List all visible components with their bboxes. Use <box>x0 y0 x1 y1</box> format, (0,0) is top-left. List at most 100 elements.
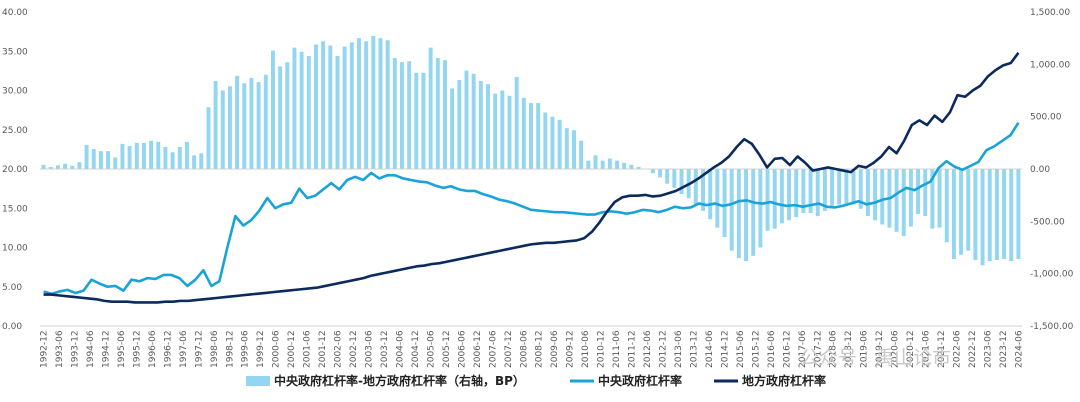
x-tick-label: 1998-12 <box>225 330 235 368</box>
bar-difference <box>557 119 562 169</box>
left-tick-label: 5.00 <box>2 283 22 293</box>
x-tick-label: 2020-12 <box>906 330 916 368</box>
bar-difference <box>837 169 842 205</box>
bar-difference <box>615 160 619 169</box>
left-tick-label: 0.00 <box>2 322 22 332</box>
bar-difference <box>579 140 584 169</box>
bar-difference <box>106 151 111 169</box>
x-tick-label: 2005-06 <box>426 330 436 368</box>
bar-difference <box>435 58 440 169</box>
bar-difference <box>916 169 921 215</box>
bar-difference <box>500 90 505 169</box>
bar-difference <box>464 70 469 169</box>
x-tick-label: 2013-12 <box>690 330 700 368</box>
x-tick-label: 2017-12 <box>813 330 823 368</box>
bar-difference <box>249 77 254 169</box>
bar-difference <box>278 66 283 169</box>
bar-difference <box>213 81 218 169</box>
x-tick-label: 2016-06 <box>767 330 777 368</box>
right-axis-ticks: -1,500.00 -1,000.00 -500.00 0.00 500.00 1,000… <box>1030 8 1074 332</box>
bar-difference <box>313 44 318 170</box>
line-series-group <box>43 52 1020 304</box>
bar-difference <box>48 166 53 169</box>
bar-difference <box>600 160 605 169</box>
x-tick-label: 2008-12 <box>535 330 545 368</box>
bar-difference <box>873 169 878 221</box>
bar-difference <box>787 169 792 221</box>
bar-difference <box>493 93 498 169</box>
bar-difference <box>908 169 913 227</box>
x-tick-label: 2011-12 <box>628 330 638 368</box>
bar-difference <box>1016 169 1021 260</box>
bar-difference <box>543 112 548 169</box>
x-tick-label: 2010-06 <box>581 330 591 368</box>
bar-difference <box>564 128 569 169</box>
x-tick-label: 1993-06 <box>55 330 65 368</box>
x-tick-label: 2023-12 <box>999 330 1009 368</box>
bar-difference <box>156 141 161 169</box>
bar-difference <box>414 72 419 169</box>
right-tick-label: -500.00 <box>1030 217 1065 227</box>
x-tick-label: 2003-12 <box>380 330 390 368</box>
x-tick-label: 1996-06 <box>148 330 158 368</box>
x-tick-label: 1999-06 <box>241 330 251 368</box>
bar-difference <box>242 83 247 169</box>
x-tick-label: 2000-06 <box>272 330 282 368</box>
x-tick-label: 2022-06 <box>953 330 963 368</box>
bar-difference <box>235 75 240 169</box>
left-axis-ticks: 0.00 5.00 10.00 15.00 20.00 25.00 30.00 35.00 40… <box>2 8 28 332</box>
bar-difference <box>149 140 154 169</box>
bar-series-difference <box>41 36 1021 266</box>
x-tick-label: 2021-12 <box>937 330 947 368</box>
x-tick-label: 2024-06 <box>1014 330 1024 368</box>
bar-difference <box>665 169 670 184</box>
bar-difference <box>880 169 885 225</box>
bar-difference <box>450 88 455 169</box>
x-tick-label: 1997-06 <box>179 330 189 368</box>
bar-difference <box>744 169 749 262</box>
chart-legend: 中央政府杠杆率-地方政府杠杆率（右轴，BP） 中央政府杠杆率 地方政府杠杆率 <box>246 373 826 388</box>
x-tick-label: 1998-06 <box>210 330 220 368</box>
bar-difference <box>765 169 770 231</box>
bar-difference <box>622 162 627 169</box>
bar-difference <box>514 76 519 169</box>
bar-difference <box>987 169 992 262</box>
x-tick-label: 2006-12 <box>473 330 483 368</box>
bar-difference <box>944 169 949 243</box>
bar-difference <box>177 147 182 169</box>
x-tick-label: 1999-12 <box>256 330 266 368</box>
x-axis-ticks: 1992-12 1993-06 1993-12 1994-06 1994-12 1995-… <box>40 330 1025 368</box>
x-tick-label: 2022-12 <box>968 330 978 368</box>
bar-difference <box>378 38 383 169</box>
bar-difference <box>141 142 146 169</box>
watermark-text: 公众号 · 禹山论市 <box>800 347 951 369</box>
legend-label-difference: 中央政府杠杆率-地方政府杠杆率（右轴，BP） <box>274 373 525 388</box>
x-tick-label: 2010-12 <box>597 330 607 368</box>
bar-difference <box>227 86 232 169</box>
bar-difference <box>1009 169 1014 262</box>
bar-difference <box>693 169 698 205</box>
x-tick-label: 2011-06 <box>612 330 622 368</box>
bar-difference <box>736 169 741 258</box>
bar-difference <box>815 169 820 217</box>
bar-difference <box>894 169 899 232</box>
bar-difference <box>937 169 942 228</box>
bar-difference <box>421 72 426 169</box>
x-tick-label: 1996-12 <box>163 330 173 368</box>
x-tick-label: 2019-12 <box>875 330 885 368</box>
x-tick-label: 2023-06 <box>984 330 994 368</box>
bar-difference <box>349 42 354 169</box>
x-tick-label: 2020-06 <box>891 330 901 368</box>
legend-swatch-difference <box>246 376 270 386</box>
left-tick-label: 15.00 <box>2 204 28 214</box>
bar-difference <box>285 62 290 169</box>
left-tick-label: 25.00 <box>2 126 28 136</box>
bar-difference <box>951 169 956 260</box>
bar-difference <box>830 169 835 206</box>
right-tick-label: 1,500.00 <box>1030 8 1070 18</box>
left-tick-label: 20.00 <box>2 165 28 175</box>
bar-difference <box>930 169 935 229</box>
x-tick-label: 2007-12 <box>504 330 514 368</box>
bar-difference <box>63 163 68 169</box>
bar-difference <box>206 107 211 169</box>
